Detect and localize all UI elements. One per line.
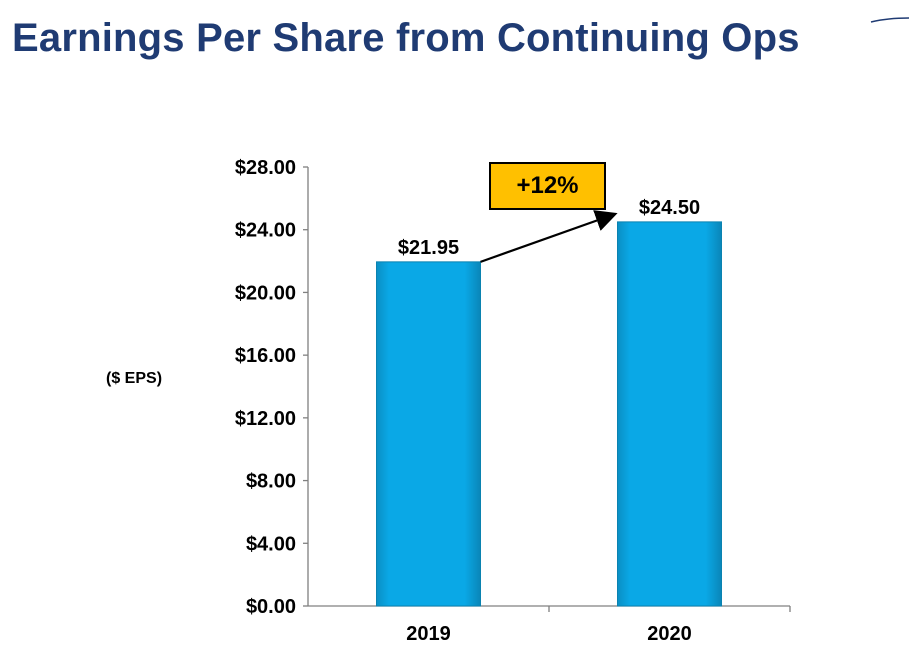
page-title: Earnings Per Share from Continuing Ops xyxy=(12,16,800,60)
growth-arrow xyxy=(480,210,618,263)
corner-decoration xyxy=(870,17,909,23)
y-tick-label: $24.00 xyxy=(235,220,296,242)
bar-2020 xyxy=(617,221,722,607)
y-tick-label: $8.00 xyxy=(246,471,296,493)
growth-callout: +12% xyxy=(489,162,606,210)
data-label-2020: $24.50 xyxy=(639,197,700,219)
category-label-2019: 2019 xyxy=(406,623,451,645)
y-axis-label: ($ EPS) xyxy=(106,370,163,387)
y-tick-label: $4.00 xyxy=(246,533,296,555)
category-label-2020: 2020 xyxy=(647,623,692,645)
data-label-2019: $21.95 xyxy=(398,237,459,259)
y-tick-label: $12.00 xyxy=(235,408,296,430)
labels: $21.95 2019 $24.50 2020 xyxy=(398,197,700,645)
y-tick-label: $20.00 xyxy=(235,282,296,304)
y-tick-label: $16.00 xyxy=(235,345,296,367)
axes: $0.00 $4.00 $8.00 $12.00 $16.00 $20.00 $24.00 $… xyxy=(235,157,791,618)
y-tick-label: $0.00 xyxy=(246,596,296,618)
y-tick-label: $28.00 xyxy=(235,157,296,179)
bar-2019 xyxy=(376,261,481,607)
bars xyxy=(376,221,722,607)
